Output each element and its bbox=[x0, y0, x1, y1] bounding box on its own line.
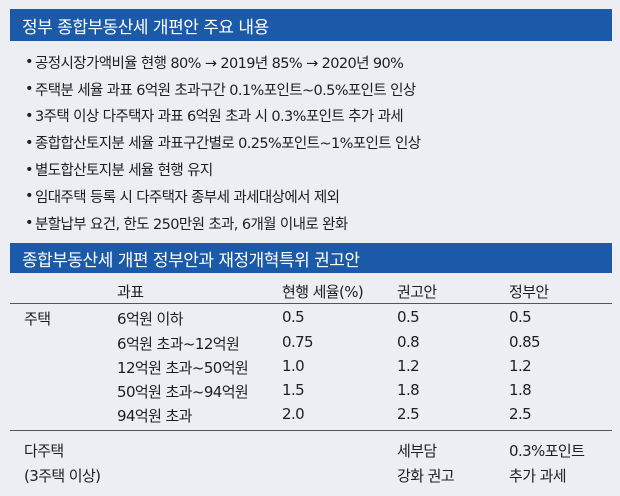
bullet-dot-icon: • bbox=[25, 188, 34, 205]
table-row-gov: 0.5 bbox=[509, 308, 532, 326]
table-row-current: 1.0 bbox=[282, 357, 305, 375]
header-recommendation: 권고안 bbox=[397, 283, 437, 301]
multi-home-recommend: 세부담 bbox=[397, 442, 437, 460]
table-row-recommend: 1.2 bbox=[397, 357, 420, 375]
bullet-dot-icon: • bbox=[25, 107, 34, 124]
table-row-current: 2.0 bbox=[282, 405, 305, 423]
list-item: • 임대주택 등록 시 다주택자 종부세 과세대상에서 제외 bbox=[25, 188, 340, 206]
multi-home-label: 다주택 bbox=[24, 442, 64, 460]
footer-divider bbox=[10, 430, 612, 431]
bullet-dot-icon: • bbox=[25, 54, 34, 71]
table-row-recommend: 2.5 bbox=[397, 405, 420, 423]
table-row-bracket: 94억원 초과 bbox=[117, 407, 192, 425]
list-item: • 종합합산토지분 세율 과표구간별로 0.25%포인트~1%포인트 인상 bbox=[25, 134, 421, 153]
table-row-gov: 1.2 bbox=[509, 357, 532, 375]
table-row-current: 1.5 bbox=[282, 381, 305, 399]
table-row-gov: 1.8 bbox=[509, 381, 532, 399]
comparison-title-bar: 종합부동산세 개편 정부안과 재정개혁특위 권고안 bbox=[10, 243, 612, 273]
multi-home-recommend-2: 강화 권고 bbox=[397, 467, 455, 485]
group-label-housing: 주택 bbox=[24, 310, 51, 328]
bullet-dot-icon: • bbox=[25, 161, 34, 178]
table-row-current: 0.75 bbox=[282, 333, 314, 351]
bullet-dot-icon: • bbox=[25, 81, 34, 98]
bullet-dot-icon: • bbox=[25, 215, 34, 232]
table-row-recommend: 0.8 bbox=[397, 333, 420, 351]
key-points-list: • 공정시장가액비율 현행 80% → 2019년 85% → 2020년 90%… bbox=[25, 49, 615, 237]
table-row-bracket: 6억원 이하 bbox=[117, 310, 184, 328]
table-row-gov: 0.85 bbox=[509, 333, 541, 351]
multi-home-sublabel: (3주택 이상) bbox=[24, 467, 101, 485]
section-title: 정부 종합부동산세 개편안 주요 내용 bbox=[22, 17, 269, 38]
bullet-dot-icon: • bbox=[25, 134, 34, 151]
header-current-rate: 현행 세율(%) bbox=[282, 283, 364, 301]
list-item: • 분할납부 요건, 한도 250만원 초과, 6개월 이내로 완화 bbox=[25, 215, 348, 233]
section-title-bar: 정부 종합부동산세 개편안 주요 내용 bbox=[10, 9, 612, 41]
header-government: 정부안 bbox=[509, 283, 549, 301]
list-item: • 3주택 이상 다주택자 과표 6억원 초과 시 0.3%포인트 추가 과세 bbox=[25, 107, 404, 126]
table-row-recommend: 0.5 bbox=[397, 308, 420, 326]
list-item: • 공정시장가액비율 현행 80% → 2019년 85% → 2020년 90% bbox=[25, 54, 404, 72]
table-row-bracket: 6억원 초과~12억원 bbox=[117, 335, 240, 353]
table-row-bracket: 50억원 초과~94억원 bbox=[117, 383, 249, 401]
table-row-recommend: 1.8 bbox=[397, 381, 420, 399]
header-bracket: 과표 bbox=[117, 283, 144, 301]
multi-home-gov: 0.3%포인트 bbox=[509, 442, 585, 460]
header-divider bbox=[10, 303, 612, 304]
table-row-gov: 2.5 bbox=[509, 405, 532, 423]
list-item: • 별도합산토지분 세율 현행 유지 bbox=[25, 161, 213, 180]
table-row-bracket: 12억원 초과~50억원 bbox=[117, 359, 249, 377]
table-row-current: 0.5 bbox=[282, 308, 305, 326]
multi-home-gov-2: 추가 과세 bbox=[509, 467, 567, 485]
comparison-title: 종합부동산세 개편 정부안과 재정개혁특위 권고안 bbox=[22, 250, 360, 271]
list-item: • 주택분 세율 과표 6억원 초과구간 0.1%포인트~0.5%포인트 인상 bbox=[25, 81, 416, 99]
